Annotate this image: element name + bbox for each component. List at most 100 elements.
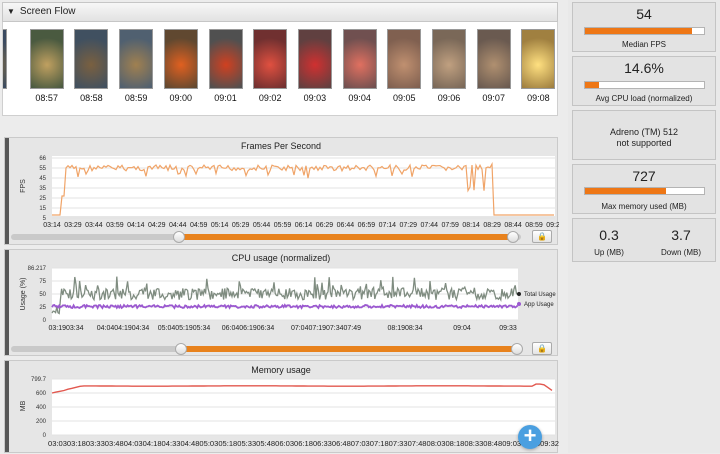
y-tick-label: 15 bbox=[39, 206, 46, 212]
x-tick-label: 03:29 bbox=[64, 222, 82, 229]
meter-fill bbox=[585, 82, 600, 88]
x-tick-label: 09:26 bbox=[546, 222, 559, 229]
screen-thumbnail[interactable] bbox=[119, 29, 154, 89]
y-tick-label: 75 bbox=[39, 279, 46, 285]
range-end-handle[interactable] bbox=[507, 231, 519, 243]
x-tick-label: 09:33 bbox=[499, 325, 517, 332]
screen-flow-header[interactable]: ▼ Screen Flow bbox=[2, 2, 558, 22]
lock-icon[interactable]: 🔒 bbox=[532, 342, 552, 355]
x-tick-label: 06:29 bbox=[316, 222, 334, 229]
gpu-name: Adreno (TM) 512 bbox=[609, 127, 679, 137]
legend-label: App Usage bbox=[524, 302, 554, 308]
panel-grip[interactable] bbox=[5, 250, 9, 355]
memory-chart-title: Memory usage bbox=[251, 365, 311, 375]
x-tick-label: 03:44 bbox=[85, 222, 103, 229]
x-tick-label: 06:44 bbox=[337, 222, 355, 229]
download-label: Down (MB) bbox=[660, 248, 701, 257]
thumbnail-time: 08:59 bbox=[124, 93, 148, 103]
screen-thumbnail[interactable] bbox=[74, 29, 109, 89]
cpu-load-meter bbox=[584, 81, 705, 89]
y-tick-label: 600 bbox=[36, 391, 47, 397]
thumbnail-time: 09:08 bbox=[527, 93, 550, 103]
fps-series-line bbox=[52, 161, 554, 216]
thumbnail-time: 09:07 bbox=[482, 93, 505, 103]
max-memory-label: Max memory used (MB) bbox=[601, 202, 687, 211]
x-tick-label: 08:29 bbox=[483, 222, 501, 229]
y-tick-label: 25 bbox=[39, 305, 46, 311]
thumbnail-time: :56 bbox=[3, 93, 12, 103]
fps-chart-title: Frames Per Second bbox=[240, 141, 322, 151]
x-tick-label: 07:44 bbox=[420, 222, 438, 229]
screen-thumbnail[interactable] bbox=[476, 29, 511, 89]
fps-range-slider[interactable] bbox=[11, 231, 521, 243]
thumbnail-time: 09:04 bbox=[348, 93, 371, 103]
range-start-handle[interactable] bbox=[173, 231, 185, 243]
median-fps-card: 54 Median FPS bbox=[572, 2, 716, 52]
y-axis-label: MB bbox=[20, 400, 27, 411]
median-fps-meter bbox=[584, 27, 705, 35]
range-end-handle[interactable] bbox=[511, 343, 523, 355]
screen-thumbnail[interactable] bbox=[432, 29, 466, 89]
x-tick-label: 08:44 bbox=[504, 222, 522, 229]
legend-dot bbox=[517, 292, 521, 296]
legend-dot bbox=[517, 302, 521, 306]
y-tick-label: 66 bbox=[39, 156, 46, 162]
screen-thumbnail[interactable] bbox=[208, 29, 243, 89]
y-tick-label: 799.7 bbox=[31, 377, 47, 383]
y-tick-label: 25 bbox=[39, 196, 46, 202]
panel-grip[interactable] bbox=[5, 138, 9, 244]
network-card: 0.3 Up (MB) 3.7 Down (MB) bbox=[572, 218, 716, 262]
screen-thumbnail[interactable] bbox=[163, 29, 198, 89]
y-tick-label: 35 bbox=[39, 186, 46, 192]
total-usage-line bbox=[51, 276, 519, 315]
panel-grip[interactable] bbox=[5, 361, 9, 452]
x-tick-label: 09:04 bbox=[453, 325, 471, 332]
x-tick-label: 08:14 bbox=[462, 222, 480, 229]
screen-thumbnail[interactable] bbox=[387, 29, 422, 89]
y-tick-label: 55 bbox=[39, 166, 46, 172]
x-tick-labels: 03:0303:1803:3303:4804:0304:1804:3304:48… bbox=[48, 441, 559, 448]
x-tick-label: 07:0407:1907:3407:49 bbox=[291, 325, 361, 332]
thumbnail-time: 09:05 bbox=[393, 93, 416, 103]
upload-value: 0.3 bbox=[599, 227, 619, 243]
lock-icon[interactable]: 🔒 bbox=[532, 230, 552, 243]
x-tick-label: 03:14 bbox=[43, 222, 61, 229]
fps-chart: 66 55 45 35 25 15 5 FPS 03:14 03:29 03:44 03:59 04:1… bbox=[20, 156, 559, 229]
upload-label: Up (MB) bbox=[594, 248, 624, 257]
add-button[interactable]: + bbox=[518, 425, 542, 449]
x-tick-label: 08:1908:34 bbox=[387, 325, 422, 332]
screen-thumbnail[interactable] bbox=[253, 29, 288, 89]
y-tick-label: 50 bbox=[39, 292, 46, 298]
x-tick-label: 05:59 bbox=[274, 222, 292, 229]
max-memory-card: 727 Max memory used (MB) bbox=[572, 164, 716, 214]
x-tick-label: 07:59 bbox=[441, 222, 459, 229]
screen-flow-strip: :56 08:57 08:58 08:59 09:00 09:01 09:02 09:03 09… bbox=[2, 22, 558, 116]
max-memory-meter bbox=[584, 187, 705, 195]
thumbnail-time: 09:06 bbox=[437, 93, 461, 103]
thumbnail-time: 09:03 bbox=[303, 93, 327, 103]
screen-thumbnail[interactable] bbox=[3, 29, 7, 89]
x-tick-label: 04:29 bbox=[148, 222, 166, 229]
cpu-chart: 86.217 75 50 25 0 Usage (%) 03:1903:34 04:0404:… bbox=[20, 266, 556, 332]
meter-fill bbox=[585, 28, 693, 34]
app-usage-line bbox=[51, 303, 519, 310]
thumbnail-time: 09:00 bbox=[169, 93, 193, 103]
x-tick-label: 05:14 bbox=[211, 222, 229, 229]
y-tick-label: 400 bbox=[36, 405, 47, 411]
cpu-panel: CPU usage (normalized) 86.217 75 50 25 0 Usag… bbox=[4, 249, 558, 356]
plot-area bbox=[52, 156, 555, 216]
memory-panel: Memory usage 799.7 600 400 200 0 MB 03:0303:18… bbox=[4, 360, 559, 453]
screen-thumbnail[interactable] bbox=[521, 29, 556, 89]
x-tick-label: 07:14 bbox=[379, 222, 397, 229]
y-axis-label: Usage (%) bbox=[20, 277, 27, 310]
cpu-range-slider[interactable] bbox=[11, 343, 523, 355]
thumbnail-time: 09:02 bbox=[258, 93, 282, 103]
screen-thumbnail[interactable] bbox=[297, 29, 332, 89]
screen-thumbnail[interactable] bbox=[29, 29, 64, 89]
x-tick-label: 06:14 bbox=[295, 222, 313, 229]
thumbnail-time: 08:58 bbox=[80, 93, 103, 103]
range-start-handle[interactable] bbox=[175, 343, 187, 355]
x-tick-label: 08:59 bbox=[525, 222, 543, 229]
screen-thumbnail[interactable] bbox=[342, 29, 377, 89]
collapse-triangle-icon[interactable]: ▼ bbox=[7, 7, 15, 16]
